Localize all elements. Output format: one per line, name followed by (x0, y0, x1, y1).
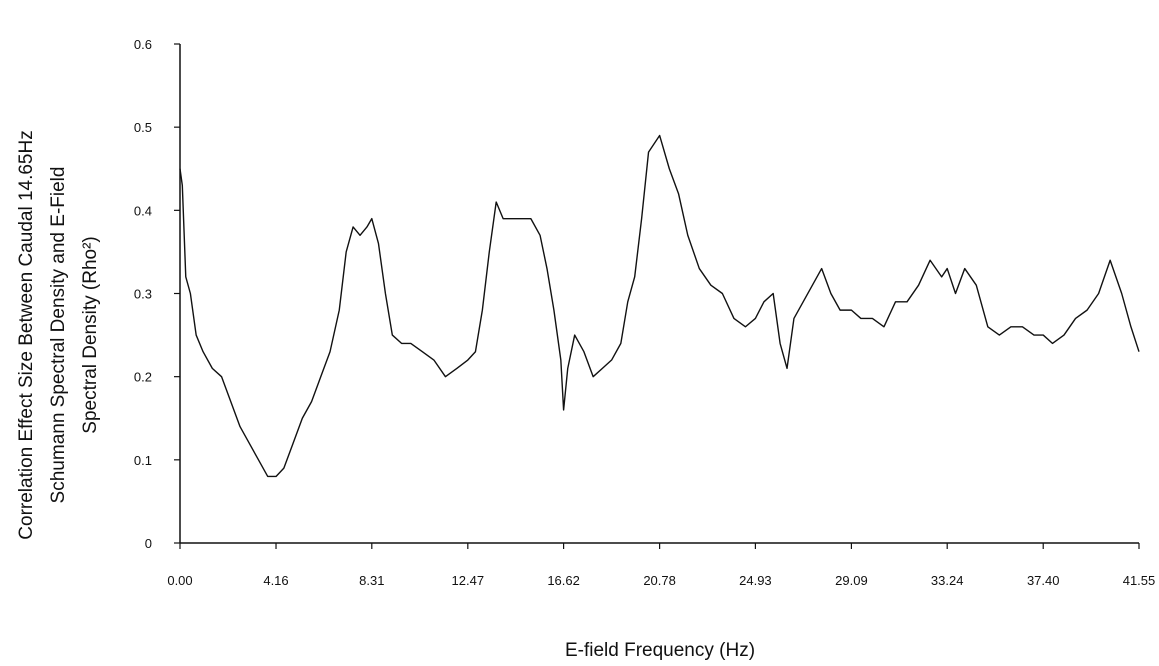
series (179, 134, 1140, 478)
y-axis-title-line-3: Spectral Density (Rho²) (80, 236, 101, 433)
y-tick-label: 0.4 (134, 203, 152, 218)
series-line-0 (179, 134, 1140, 478)
x-tick-label: 41.55 (1123, 573, 1156, 588)
y-tick-label: 0.2 (134, 370, 152, 385)
axes (179, 44, 1139, 544)
y-tick-label: 0.1 (134, 453, 152, 468)
x-tick-label: 20.78 (643, 573, 676, 588)
x-tick-label: 4.16 (263, 573, 288, 588)
y-tick-label: 0.5 (134, 120, 152, 135)
y-axis-title-line-1: Correlation Effect Size Between Caudal 1… (16, 130, 37, 539)
y-tick-label: 0.3 (134, 287, 152, 302)
y-axis-title: Correlation Effect Size Between Caudal 1… (16, 130, 101, 539)
x-tick-label: 0.00 (167, 573, 192, 588)
x-tick-label: 12.47 (452, 573, 485, 588)
x-tick-label: 8.31 (359, 573, 384, 588)
x-tick-label: 29.09 (835, 573, 868, 588)
x-tick-label: 33.24 (931, 573, 964, 588)
x-tick-label: 24.93 (739, 573, 772, 588)
y-tick-label: 0.6 (134, 37, 152, 52)
y-tick-label: 0 (145, 536, 152, 551)
ticks: 0 0.1 0.2 0.3 0.4 0.5 0.6 0.00 4.16 8.31 12.47 16.6… (134, 37, 1155, 588)
x-axis-title: E-field Frequency (Hz) (565, 640, 755, 661)
x-tick-label: 16.62 (547, 573, 580, 588)
x-tick-label: 37.40 (1027, 573, 1060, 588)
y-axis-title-line-2: Schumann Spectral Density and E-Field (48, 167, 69, 504)
